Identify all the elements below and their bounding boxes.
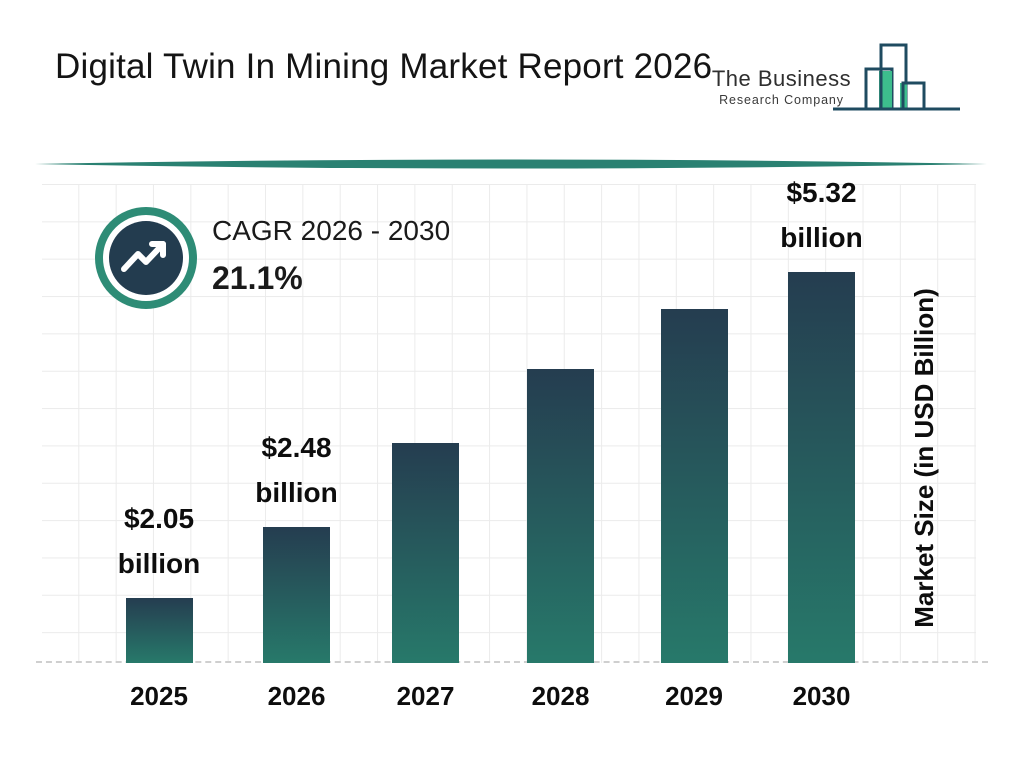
bar-value-label-2030: $5.32 billion	[780, 177, 863, 253]
bar-2028	[527, 369, 594, 663]
x-axis-label-2026: 2026	[267, 681, 326, 711]
bar-value-label-2026: $2.48 billion	[255, 432, 338, 508]
x-axis-label-2027: 2027	[396, 681, 455, 711]
cagr-value: 21.1%	[212, 260, 303, 296]
x-axis-label-2030: 2030	[792, 681, 851, 711]
bar-2027	[392, 443, 459, 663]
y-axis-label: Market Size (in USD Billion)	[909, 288, 939, 628]
page-title: Digital Twin In Mining Market Report 202…	[55, 47, 713, 86]
trending-up-icon	[95, 207, 197, 309]
logo-bar-chart-icon	[833, 43, 960, 111]
company-logo-text: The Business Research Company	[700, 66, 863, 107]
bar-2029	[660, 309, 728, 663]
company-logo: The Business Research Company	[700, 38, 970, 123]
logo-company-name: The Business	[711, 66, 852, 91]
bar-2025	[125, 598, 193, 663]
cagr-period-label: CAGR 2026 - 2030	[212, 215, 451, 246]
x-axis-label-2028: 2028	[531, 681, 590, 711]
divider-line	[35, 159, 987, 169]
bar-value-label-2025: $2.05 billion	[117, 503, 201, 579]
logo-company-subname: Research Company	[719, 93, 844, 107]
x-axis-baseline	[36, 661, 988, 663]
x-axis-label-2025: 2025	[130, 681, 188, 711]
bar-2026	[263, 527, 330, 663]
x-axis-label-2029: 2029	[665, 681, 723, 711]
bar-2030	[788, 272, 855, 663]
